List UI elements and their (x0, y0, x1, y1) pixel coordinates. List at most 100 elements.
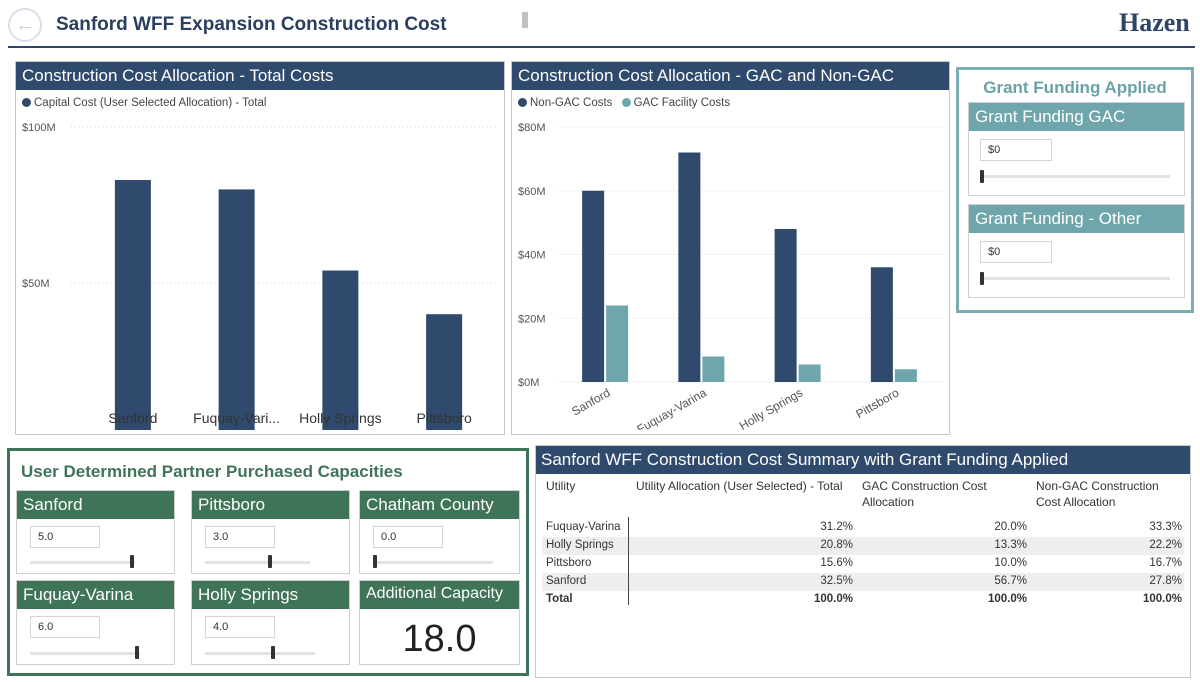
table-cell: 10.0% (994, 557, 1027, 569)
legend-label-non-gac: Non-GAC Costs (530, 97, 613, 109)
legend-label: Capital Cost (User Selected Allocation) … (34, 97, 267, 109)
grant-funding-gac-slider-track[interactable] (980, 175, 1170, 178)
capacity-slider-thumb-holly-springs[interactable] (271, 646, 275, 659)
bar (870, 267, 893, 382)
header-bar: ← Sanford WFF Expansion Construction Cos… (0, 0, 1200, 50)
capacity-label-pittsboro: Pittsboro (192, 491, 349, 519)
page-title: Sanford WFF Expansion Construction Cost (56, 14, 447, 35)
x-tick-label: Holly Springs (299, 410, 381, 426)
capacity-card-fuquay-varina: Fuquay-Varina 6.0 (16, 580, 175, 665)
capacity-input-fuquay-varina[interactable]: 6.0 (30, 616, 100, 638)
table-cell: 22.2% (1149, 539, 1182, 551)
bar (678, 152, 701, 382)
legend-swatch-non-gac (518, 98, 527, 107)
gac-legend: Non-GAC Costs GAC Facility Costs (518, 97, 730, 109)
grant-funding-gac-card: Grant Funding GAC $0 (968, 102, 1185, 196)
gac-chart: $80M $60M $40M $20M $0M Sanford Fuquay-Varina H… (518, 122, 942, 430)
capacity-label-fuquay-varina: Fuquay-Varina (17, 581, 174, 609)
additional-capacity-card: Additional Capacity 18.0 (359, 580, 520, 665)
table-cell: 100.0% (987, 593, 1027, 605)
table-column-divider (628, 517, 629, 605)
capacity-card-chatham-county: Chatham County 0.0 (359, 490, 520, 574)
brand-logo: Hazen (1119, 8, 1190, 37)
x-tick-label: Fuquay-Vari... (193, 410, 280, 426)
capacity-input-sanford[interactable]: 5.0 (30, 526, 100, 548)
table-row: Pittsboro 15.6% 10.0% 16.7% (542, 555, 1184, 573)
bar (606, 305, 629, 382)
table-row: Holly Springs 20.8% 13.3% 22.2% (542, 537, 1184, 555)
total-costs-chart-panel: Construction Cost Allocation - Total Cos… (15, 61, 505, 435)
table-cell: 31.2% (820, 521, 853, 533)
grant-funding-other-slider-thumb[interactable] (980, 272, 984, 285)
grant-funding-other-slider-track[interactable] (980, 277, 1170, 280)
column-header-gac-allocation[interactable]: GAC Construction Cost Allocation (862, 479, 987, 509)
capacity-input-chatham-county[interactable]: 0.0 (373, 526, 443, 548)
grant-funding-panel: Grant Funding Applied Grant Funding GAC … (956, 67, 1194, 313)
table-cell: 16.7% (1149, 557, 1182, 569)
table-cell: Total (546, 593, 573, 605)
capacity-slider-thumb-fuquay-varina[interactable] (134, 646, 139, 659)
legend-swatch-gac (621, 98, 631, 107)
capacity-slider-track-pittsboro[interactable] (205, 561, 310, 564)
capacity-input-holly-springs[interactable]: 4.0 (205, 616, 275, 638)
total-costs-chart-title: Construction Cost Allocation - Total Cos… (16, 62, 504, 90)
drag-handle[interactable] (522, 12, 528, 28)
table-cell: Pittsboro (546, 557, 592, 569)
capacity-card-holly-springs: Holly Springs 4.0 (191, 580, 350, 665)
total-costs-legend: Capital Cost (User Selected Allocation) … (22, 97, 266, 109)
gac-chart-title: Construction Cost Allocation - GAC and N… (512, 62, 949, 90)
y-tick-label: $0M (518, 377, 539, 389)
capacity-slider-thumb-chatham-county[interactable] (373, 555, 377, 568)
bar (702, 356, 725, 382)
back-button[interactable]: ← (8, 8, 42, 42)
column-header-non-gac-allocation[interactable]: Non-GAC Construction Cost Allocation (1036, 479, 1159, 509)
table-cell: 100.0% (813, 593, 853, 605)
grant-funding-other-label: Grant Funding - Other (969, 205, 1184, 233)
grant-funding-other-input[interactable]: $0 (980, 241, 1052, 263)
capacity-slider-thumb-pittsboro[interactable] (268, 555, 272, 568)
capacity-label-holly-springs: Holly Springs (192, 581, 349, 609)
y-tick-label: $60M (518, 186, 546, 198)
table-cell: Sanford (546, 575, 587, 587)
capacity-slider-track-sanford[interactable] (30, 561, 135, 564)
arrow-left-icon: ← (15, 13, 35, 36)
column-header-utility[interactable]: Utility (546, 479, 576, 493)
x-tick-label: Fuquay-Varina (634, 385, 709, 430)
bar (218, 189, 255, 430)
y-tick-label: $20M (518, 313, 546, 325)
capacity-slider-track-holly-springs[interactable] (205, 652, 315, 655)
table-row: Sanford 32.5% 56.7% 27.8% (542, 573, 1184, 591)
x-tick-label: Sanford (569, 385, 612, 418)
table-cell: 56.7% (994, 575, 1027, 587)
bar (894, 369, 917, 382)
bar (798, 364, 821, 382)
table-cell: 27.8% (1149, 575, 1182, 587)
legend-swatch (22, 98, 31, 107)
capacity-input-pittsboro[interactable]: 3.0 (205, 526, 275, 548)
capacity-slider-track-fuquay-varina[interactable] (30, 652, 140, 655)
y-tick-label: $40M (518, 250, 546, 262)
table-cell: Holly Springs (546, 539, 614, 551)
y-tick-label: $80M (518, 122, 546, 134)
partner-capacities-title: User Determined Partner Purchased Capaci… (21, 462, 403, 481)
y-tick-label: $100M (22, 122, 56, 134)
capacity-slider-track-chatham-county[interactable] (373, 561, 493, 564)
grant-funding-gac-slider-thumb[interactable] (980, 170, 984, 183)
capacity-slider-thumb-sanford[interactable] (129, 555, 134, 568)
table-cell: 33.3% (1149, 521, 1182, 533)
grant-funding-gac-input[interactable]: $0 (980, 139, 1052, 161)
bar (774, 229, 797, 382)
table-cell: Fuquay-Varina (546, 521, 621, 533)
gac-chart-panel: Construction Cost Allocation - GAC and N… (511, 61, 950, 435)
grant-funding-other-card: Grant Funding - Other $0 (968, 204, 1185, 298)
grant-funding-title: Grant Funding Applied (983, 78, 1167, 97)
partner-capacities-panel: User Determined Partner Purchased Capaci… (7, 448, 529, 676)
legend-label-gac: GAC Facility Costs (633, 97, 731, 109)
capacity-label-chatham-county: Chatham County (360, 491, 519, 519)
table-cell: 15.6% (820, 557, 853, 569)
bar (426, 314, 463, 430)
additional-capacity-value: 18.0 (402, 618, 477, 660)
bar (322, 270, 359, 430)
column-header-utility-allocation[interactable]: Utility Allocation (User Selected) - Tot… (636, 479, 843, 493)
